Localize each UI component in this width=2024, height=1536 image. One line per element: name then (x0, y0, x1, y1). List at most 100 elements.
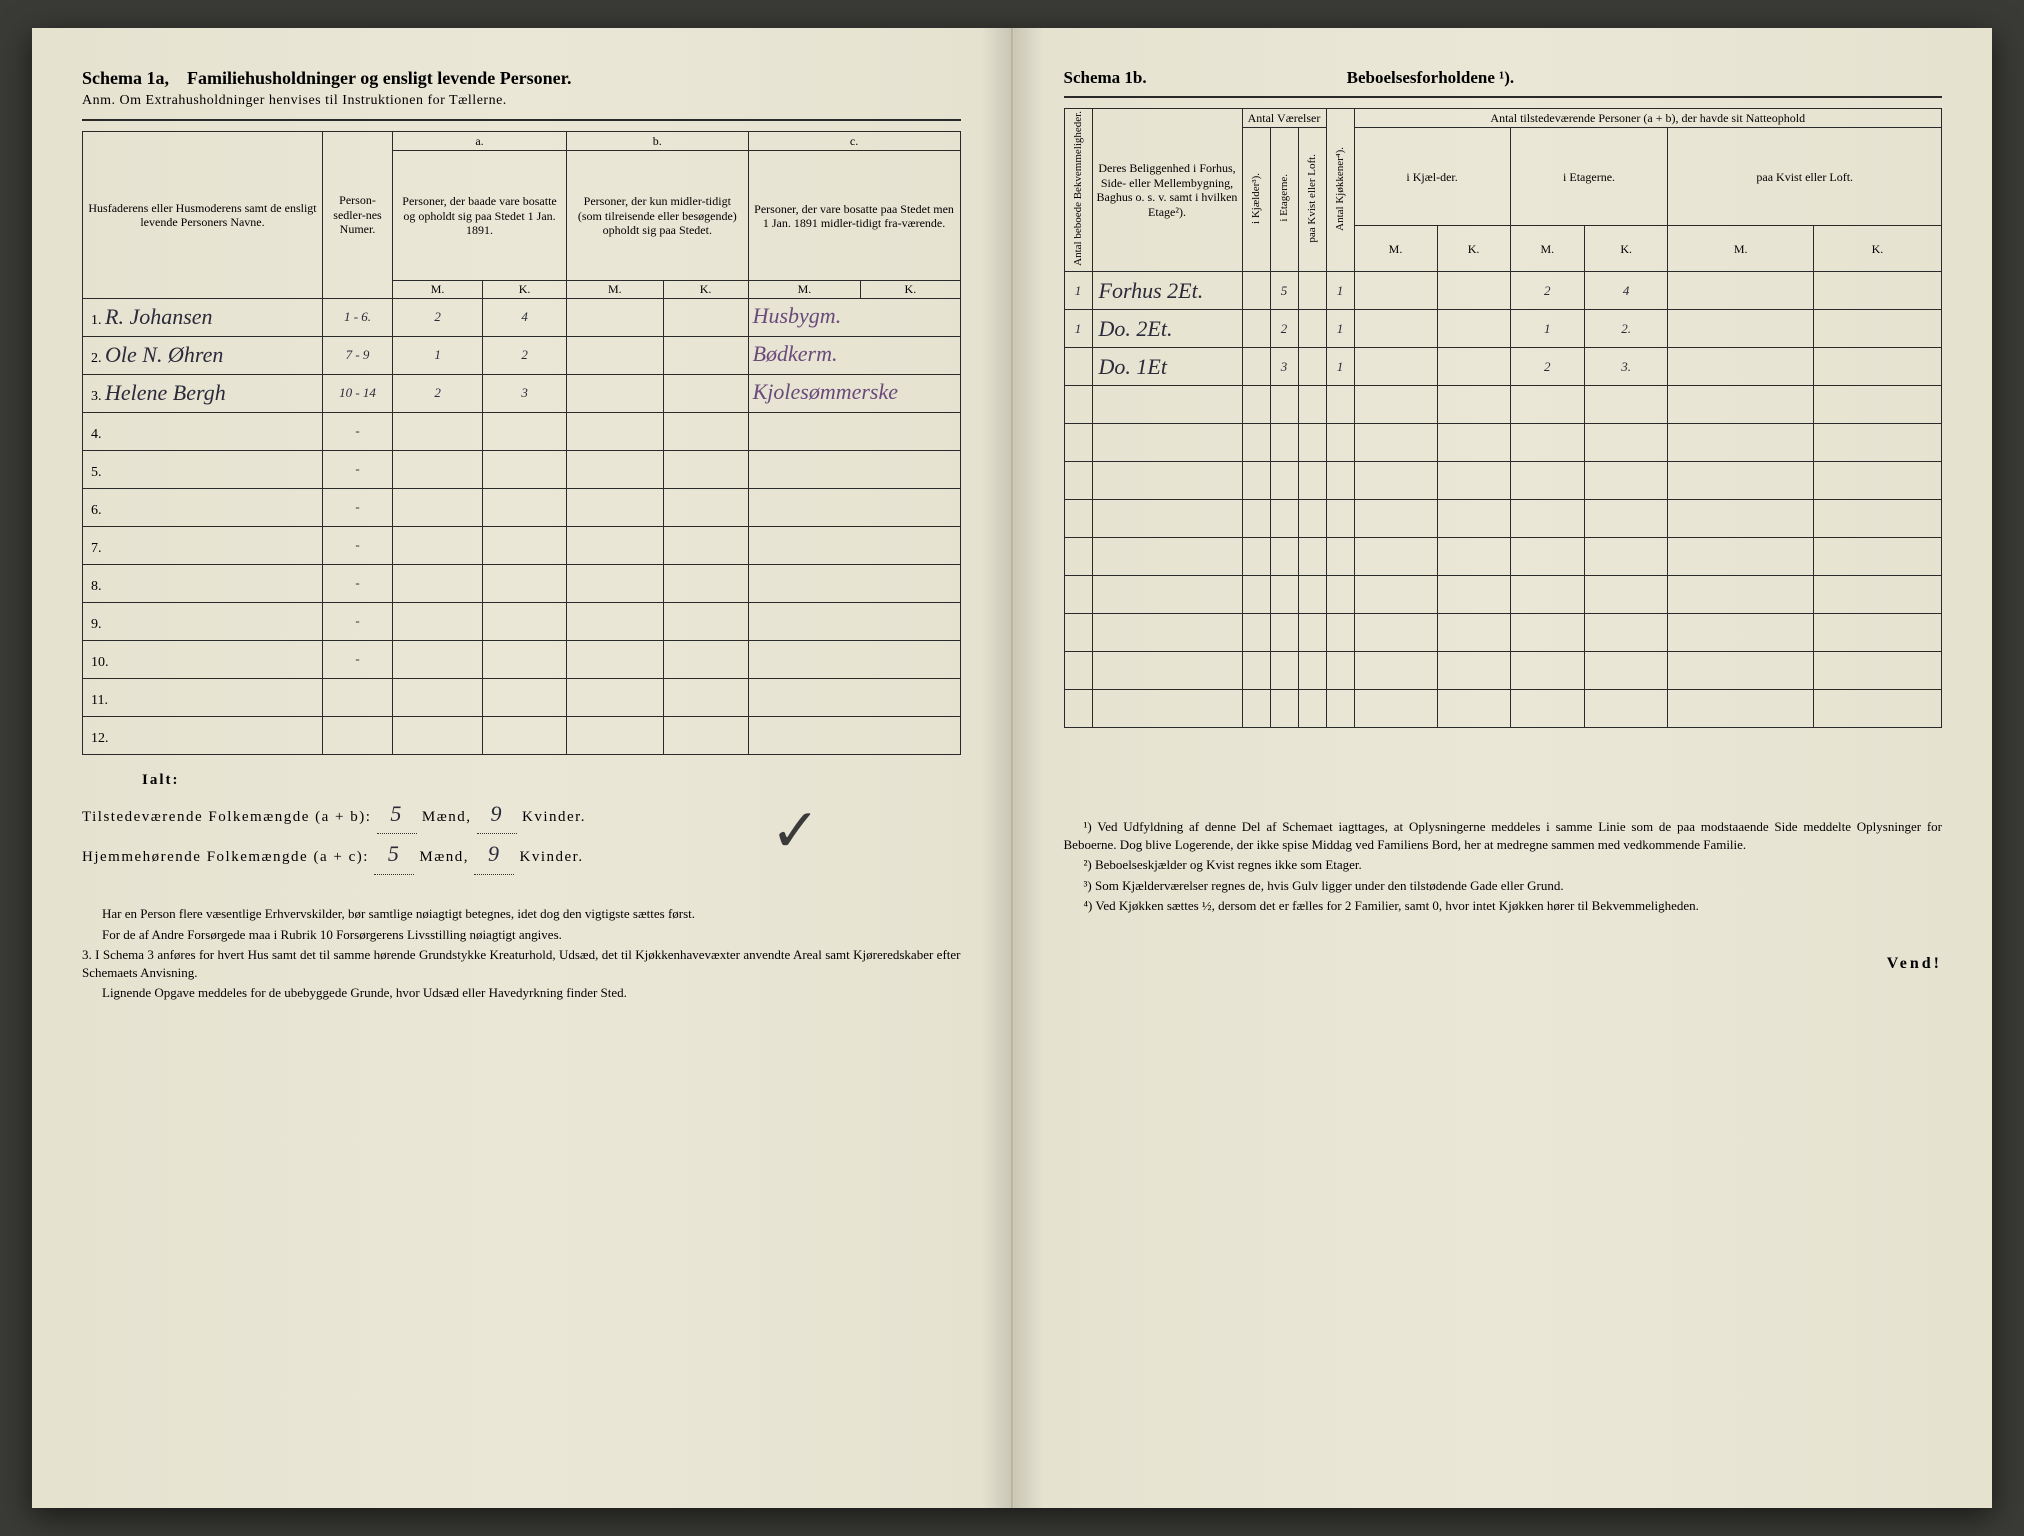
cell-name: 1. R. Johansen (83, 298, 323, 336)
cell-bK (663, 640, 748, 678)
cell-pkK (1437, 272, 1510, 310)
h-kjokken: Antal Kjøkkener⁴). (1326, 109, 1354, 272)
cell-pkM (1354, 500, 1437, 538)
cell-aK (483, 678, 567, 716)
cell-pkM (1354, 386, 1437, 424)
cell-vkv (1298, 576, 1326, 614)
cell-num: - (323, 412, 393, 450)
cell-pkvK (1813, 272, 1941, 310)
cell-bK (663, 678, 748, 716)
header-a-label: a. (393, 132, 567, 151)
cell-bM (567, 526, 664, 564)
fn-l-3: Lignende Opgave meddeles for de ubebygge… (82, 984, 961, 1002)
cell-name: 11. (83, 678, 323, 716)
table-row (1064, 690, 1942, 728)
h-vkv-text: paa Kvist eller Loft. (1306, 154, 1318, 243)
h-peK: K. (1584, 226, 1668, 272)
cell-name: 12. (83, 716, 323, 754)
cell-vkv (1298, 500, 1326, 538)
cell-aM: 2 (393, 298, 483, 336)
cell-kj: 1 (1326, 310, 1354, 348)
cell-bM (567, 450, 664, 488)
cell-bM (567, 488, 664, 526)
cell-pkvM (1668, 272, 1813, 310)
cell-pkvM (1668, 500, 1813, 538)
cell-ve (1270, 386, 1298, 424)
cell-peK (1584, 652, 1668, 690)
tot1-k: 9 (477, 794, 517, 835)
cell-c (748, 412, 960, 450)
cell-aM (393, 450, 483, 488)
h-pkM: M. (1354, 226, 1437, 272)
cell-pkvM (1668, 690, 1813, 728)
h-aK: K. (483, 281, 567, 298)
cell-pkvK (1813, 348, 1941, 386)
h-pkvM: M. (1668, 226, 1813, 272)
header-c-label: c. (748, 132, 960, 151)
h-pers-etag: i Etagerne. (1510, 128, 1668, 226)
cell-peK (1584, 424, 1668, 462)
table-row (1064, 462, 1942, 500)
cell-peK (1584, 462, 1668, 500)
cell-pkM (1354, 690, 1437, 728)
cell-bK (663, 564, 748, 602)
cell-vkv (1298, 348, 1326, 386)
h-cM: M. (748, 281, 861, 298)
totals-line-2: Hjemmehørende Folkemængde (a + c): 5 Mæn… (82, 834, 961, 875)
cell-vk (1242, 652, 1270, 690)
cell-c (748, 716, 960, 754)
h-pers-kjael: i Kjæl-der. (1354, 128, 1510, 226)
cell-num: - (323, 564, 393, 602)
cell-pkK (1437, 500, 1510, 538)
cell-vk (1242, 614, 1270, 652)
kvinder-label: Kvinder. (522, 809, 586, 825)
cell-bK (663, 716, 748, 754)
header-b-label: b. (567, 132, 749, 151)
h-kjokken-text: Antal Kjøkkener⁴). (1334, 147, 1346, 231)
divider-r (1064, 96, 1943, 98)
table-row (1064, 386, 1942, 424)
h-aM: M. (393, 281, 483, 298)
cell-pkvM (1668, 538, 1813, 576)
header-c: Personer, der vare bosatte paa Stedet me… (748, 151, 960, 281)
cell-pkvK (1813, 614, 1941, 652)
cell-aK (483, 450, 567, 488)
cell-pkM (1354, 462, 1437, 500)
cell-pkK (1437, 424, 1510, 462)
cell-vkv (1298, 462, 1326, 500)
cell-num: - (323, 602, 393, 640)
cell-aM (393, 564, 483, 602)
cell-kj: 1 (1326, 348, 1354, 386)
cell-belig (1092, 424, 1242, 462)
cell-bekv (1064, 424, 1092, 462)
table-row: 8. - (83, 564, 961, 602)
schema-1a-label: Schema 1a, (82, 68, 169, 88)
cell-vkv (1298, 652, 1326, 690)
table-row: 5. - (83, 450, 961, 488)
h-vk: i Kjælder³). (1242, 128, 1270, 272)
cell-name: 8. (83, 564, 323, 602)
cell-c (748, 450, 960, 488)
cell-pkvK (1813, 652, 1941, 690)
divider (82, 119, 961, 121)
h-antalpers: Antal tilstedeværende Personer (a + b), … (1354, 109, 1942, 128)
cell-ve (1270, 500, 1298, 538)
table-row (1064, 576, 1942, 614)
cell-num (323, 716, 393, 754)
cell-name: 7. (83, 526, 323, 564)
cell-name: 5. (83, 450, 323, 488)
cell-pkvK (1813, 310, 1941, 348)
cell-vkv (1298, 690, 1326, 728)
cell-belig: Do. 1Et (1092, 348, 1242, 386)
cell-num (323, 678, 393, 716)
cell-aK: 3 (483, 374, 567, 412)
cell-pkvM (1668, 576, 1813, 614)
cell-kj: 1 (1326, 272, 1354, 310)
h-belig: Deres Beliggenhed i Forhus, Side- eller … (1092, 109, 1242, 272)
table-row: 11. (83, 678, 961, 716)
cell-peM (1510, 424, 1584, 462)
cell-pkK (1437, 348, 1510, 386)
cell-belig (1092, 576, 1242, 614)
cell-pkK (1437, 576, 1510, 614)
cell-name: 9. (83, 602, 323, 640)
